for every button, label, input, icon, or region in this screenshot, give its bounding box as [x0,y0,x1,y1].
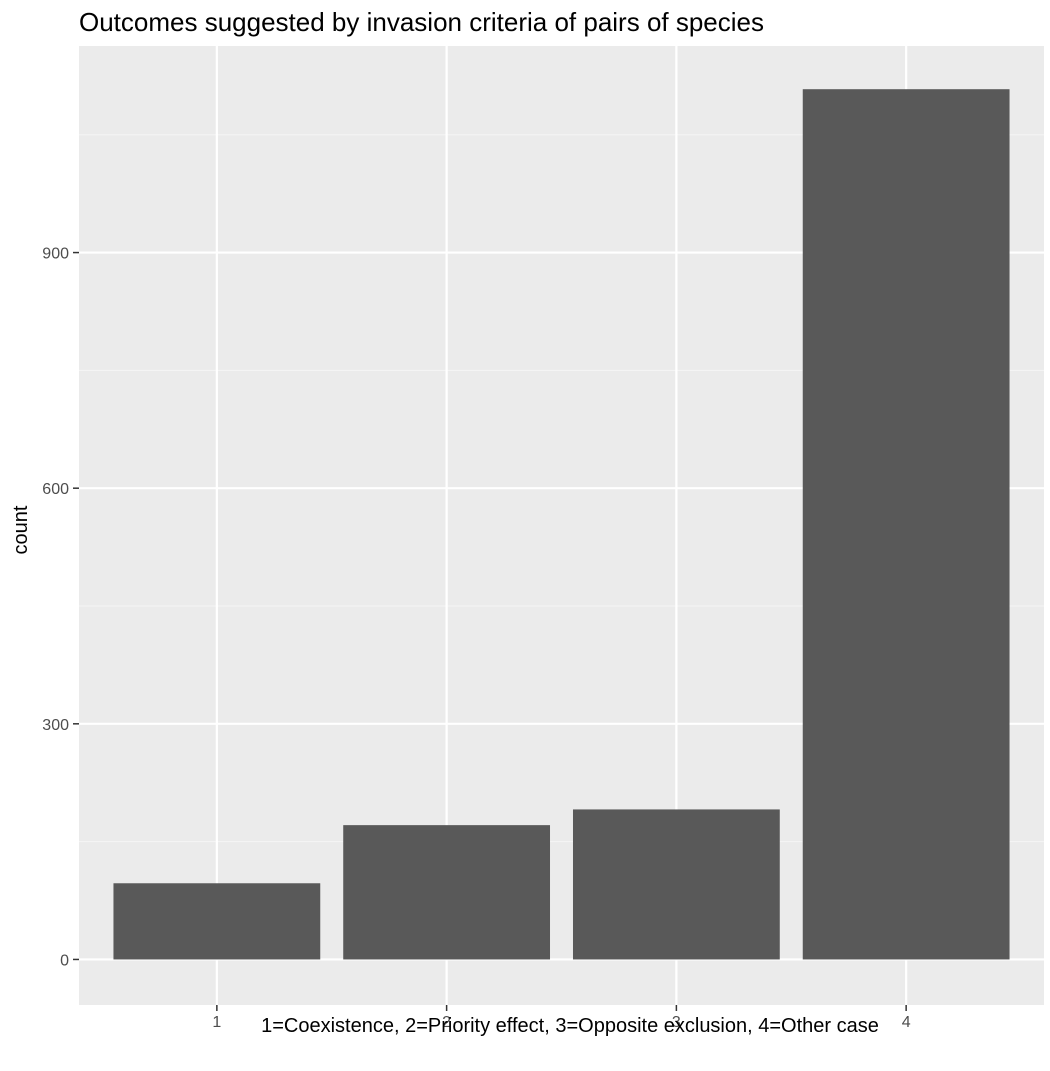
bar-3 [572,809,780,960]
y-tick-label: 300 [42,717,69,734]
y-tick-label: 0 [60,952,69,969]
x-tick-label: 3 [672,1014,681,1031]
x-tick-label: 2 [442,1014,451,1031]
x-tick-label: 4 [902,1014,911,1031]
x-axis: 1 2 3 4 [212,1005,911,1031]
x-axis-title: 1=Coexistence, 2=Priority effect, 3=Oppo… [261,1015,879,1037]
x-tick-label: 1 [212,1014,221,1031]
chart-title: Outcomes suggested by invasion criteria … [79,7,764,37]
bar-2 [343,825,551,960]
y-tick-label: 600 [42,481,69,498]
bar-1 [113,883,321,960]
bars [113,89,1010,960]
y-axis: 0 300 600 900 [42,246,79,969]
bar-4 [802,89,1010,960]
y-axis-title: count [10,505,32,554]
y-tick-label: 900 [42,246,69,263]
